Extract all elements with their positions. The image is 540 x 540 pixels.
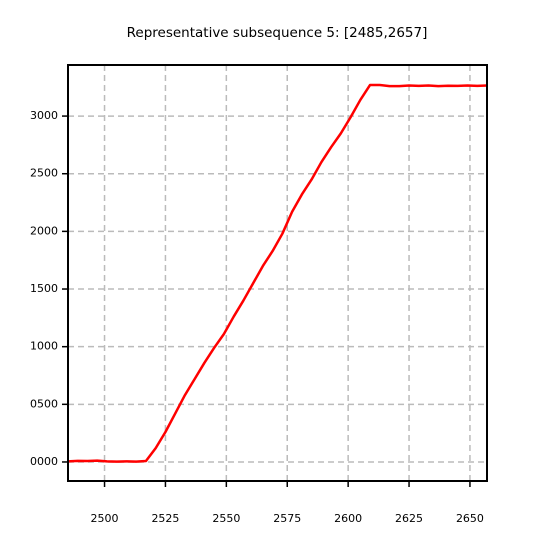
y-tick-label: 1500 [30, 282, 58, 295]
y-tick-label: 2500 [30, 167, 58, 180]
x-tick-label: 2575 [273, 512, 301, 525]
x-tick-label: 2500 [91, 512, 119, 525]
x-tick-label: 2625 [395, 512, 423, 525]
plot-frame [67, 64, 488, 482]
y-tick-label: 2000 [30, 224, 58, 237]
y-tick-label: 1000 [30, 340, 58, 353]
data-line [67, 83, 488, 463]
x-tick-label: 2650 [456, 512, 484, 525]
x-tick-label: 2525 [151, 512, 179, 525]
y-tick-label: 0500 [30, 397, 58, 410]
y-tick-label: 0000 [30, 455, 58, 468]
chart-title: Representative subsequence 5: [2485,2657… [127, 25, 428, 41]
y-tick-label: 3000 [30, 109, 58, 122]
x-tick-label: 2600 [334, 512, 362, 525]
x-tick-label: 2550 [212, 512, 240, 525]
